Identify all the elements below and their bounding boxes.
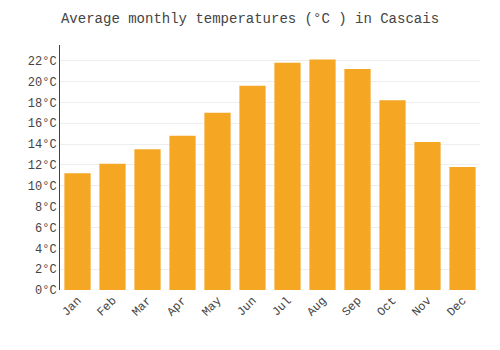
svg-text:8°C: 8°C xyxy=(35,201,57,215)
svg-text:6°C: 6°C xyxy=(35,222,57,236)
svg-text:10°C: 10°C xyxy=(28,180,57,194)
svg-text:16°C: 16°C xyxy=(28,117,57,131)
svg-text:Average monthly temperatures (: Average monthly temperatures (°C ) in Ca… xyxy=(61,11,439,27)
svg-text:4°C: 4°C xyxy=(35,243,57,257)
svg-text:14°C: 14°C xyxy=(28,138,57,152)
svg-text:12°C: 12°C xyxy=(28,159,57,173)
svg-text:0°C: 0°C xyxy=(35,284,57,298)
svg-text:18°C: 18°C xyxy=(28,97,57,111)
svg-text:20°C: 20°C xyxy=(28,76,57,90)
svg-text:Aug: Aug xyxy=(304,294,329,319)
svg-text:Oct: Oct xyxy=(374,294,399,319)
svg-text:Feb: Feb xyxy=(94,294,119,319)
svg-text:22°C: 22°C xyxy=(28,55,57,69)
svg-text:Sep: Sep xyxy=(339,294,364,319)
svg-text:Apr: Apr xyxy=(164,294,189,319)
svg-text:Nov: Nov xyxy=(409,294,434,319)
svg-text:May: May xyxy=(199,294,224,319)
svg-text:Jan: Jan xyxy=(59,294,84,319)
svg-text:Mar: Mar xyxy=(129,294,154,319)
svg-text:2°C: 2°C xyxy=(35,263,57,277)
svg-text:Dec: Dec xyxy=(444,294,469,319)
svg-text:Jun: Jun xyxy=(234,294,259,319)
svg-text:Jul: Jul xyxy=(269,294,294,319)
